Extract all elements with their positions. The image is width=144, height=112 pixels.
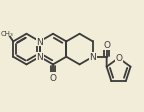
Text: O: O bbox=[50, 73, 57, 82]
Text: N: N bbox=[36, 53, 43, 62]
Text: CH₃: CH₃ bbox=[1, 30, 14, 36]
Text: N: N bbox=[89, 53, 96, 62]
Text: O: O bbox=[103, 41, 110, 50]
Text: N: N bbox=[36, 38, 43, 46]
Text: O: O bbox=[115, 54, 122, 63]
